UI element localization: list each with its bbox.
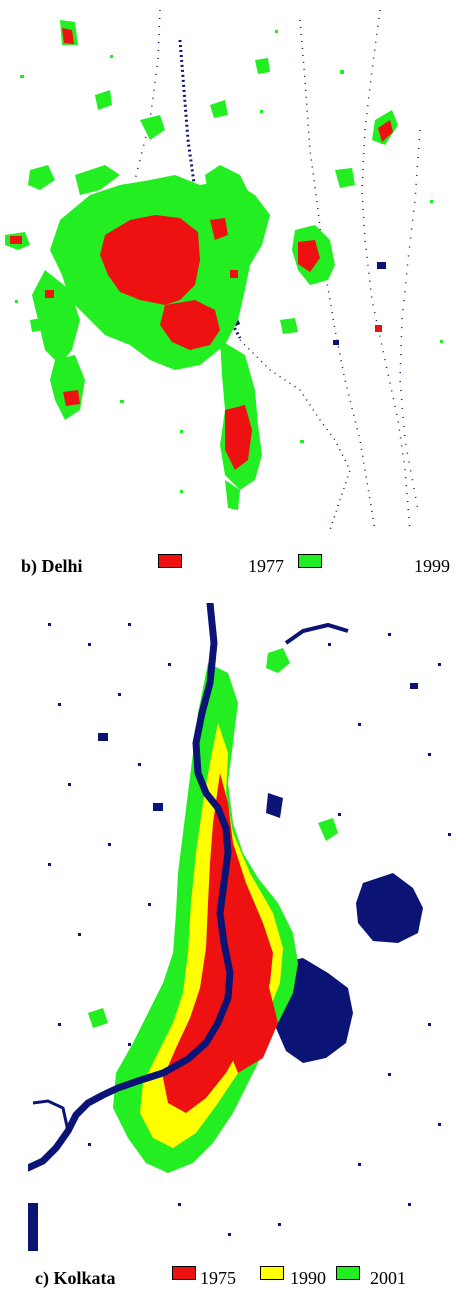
legend-swatch-green [298,554,322,568]
legend-year-2001: 2001 [370,1268,406,1288]
legend-swatch-red [158,554,182,568]
yamuna-river [178,39,242,339]
legend-swatch-yellow [260,1266,284,1280]
canal-east-1 [299,19,376,531]
river-meander [32,1099,70,1132]
river-oxbow [284,622,349,645]
legend-year-1975: 1975 [200,1268,236,1288]
water-body [333,340,339,345]
hooghly-river [28,603,234,1172]
kolkata-caption: c) Kolkata [35,1268,116,1288]
kolkata-1975-urban-area [163,773,278,1113]
kolkata-urban-growth-map [28,603,462,1251]
legend-year-1990: 1990 [290,1268,326,1288]
legend-year-1977: 1977 [248,556,284,576]
delhi-legend: b) Delhi 1977 1999 [0,550,462,582]
legend-year-1999: 1999 [414,556,450,576]
delhi-caption: b) Delhi [21,556,83,576]
canal-west [134,9,161,181]
water-body [377,262,386,269]
delhi-urban-growth-map [0,0,462,532]
kolkata-scattered-ponds [48,623,451,1236]
delhi-1977-urban-area [10,28,393,470]
kolkata-legend: c) Kolkata 1975 1990 2001 [0,1262,462,1294]
legend-swatch-green [336,1266,360,1280]
delhi-scattered-pixels [15,30,443,493]
legend-swatch-red [172,1266,196,1280]
canal-south [239,339,351,531]
